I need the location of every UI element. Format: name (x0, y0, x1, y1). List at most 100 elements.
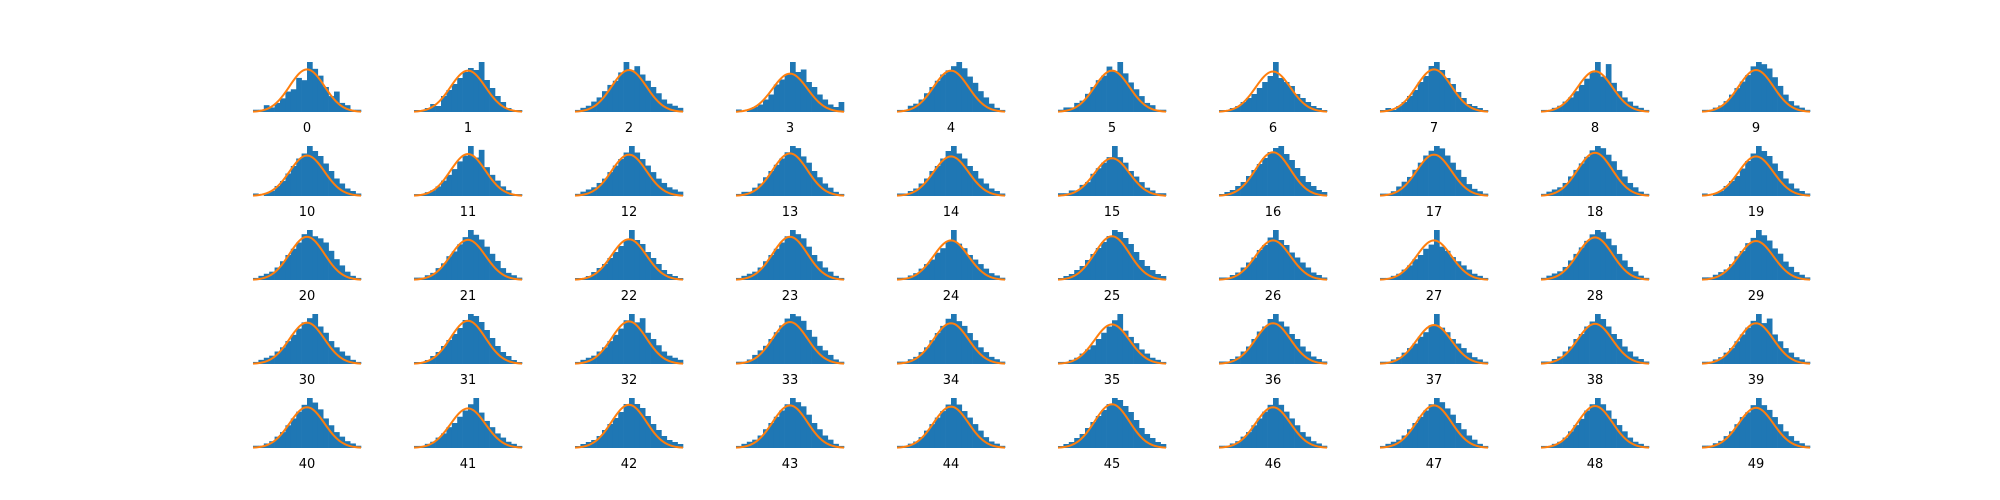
histogram-bar (1616, 169, 1623, 196)
histogram-bar (945, 151, 952, 196)
histogram-bar (317, 238, 324, 280)
histogram-bar (1578, 334, 1585, 364)
histogram-bar (1079, 434, 1086, 448)
histogram-bar (1240, 436, 1247, 448)
histogram-bar (1256, 418, 1263, 448)
histogram-bar (307, 62, 313, 112)
histogram-bar (811, 336, 818, 364)
histogram-bar (274, 351, 281, 364)
histogram-bar (1799, 443, 1805, 448)
histogram-bar (441, 263, 447, 280)
histogram-bar (473, 316, 480, 364)
histogram-bar (951, 146, 957, 196)
histogram-bar (956, 62, 963, 112)
histogram-bar (1616, 339, 1623, 364)
histogram-bar (1133, 252, 1140, 280)
histogram-bar (918, 183, 925, 196)
histogram-panel-39: 39 (1701, 314, 1811, 388)
histogram-bar (913, 188, 919, 196)
histogram-bar (1455, 343, 1462, 364)
histogram-bar (784, 236, 791, 280)
histogram-bar (940, 158, 946, 196)
histogram-bar (1122, 406, 1129, 448)
histogram-bar (334, 432, 340, 448)
histogram-bar (602, 264, 608, 280)
panel-label: 49 (1748, 457, 1765, 472)
histogram-bar (1407, 176, 1413, 196)
histogram-bar (1578, 163, 1585, 196)
histogram-bar (1095, 416, 1102, 448)
histogram-bar (1434, 398, 1440, 448)
normal-fit-curve (735, 404, 845, 449)
histogram-bar (1085, 428, 1091, 448)
histogram-bar (1729, 348, 1735, 364)
histogram-bar (822, 99, 829, 112)
histogram-bar (1262, 158, 1268, 196)
normal-fit-curve (413, 238, 523, 281)
histogram-bar (961, 68, 968, 112)
histogram-bar (1417, 162, 1424, 196)
histogram-bar (666, 103, 673, 112)
histogram-bar (1407, 348, 1413, 364)
normal-fit-curve (1379, 239, 1489, 281)
histogram-panel-31: 31 (413, 314, 523, 388)
histogram-bar (430, 356, 436, 364)
histogram-bar (1734, 176, 1741, 196)
histogram-bar (994, 359, 1000, 364)
histogram-bar (1562, 101, 1569, 112)
histogram-bar (1273, 230, 1279, 280)
histogram-bar (1718, 357, 1724, 364)
histogram-bar (1578, 247, 1585, 280)
histogram-bar (612, 418, 619, 448)
histogram-bar (629, 398, 635, 448)
histogram-bar (1723, 436, 1730, 448)
histogram-bar (779, 410, 785, 448)
histogram-bar (317, 156, 324, 196)
histogram-bar (1756, 230, 1762, 280)
histogram-bar (1750, 66, 1757, 112)
histogram-bar (1289, 160, 1295, 196)
panel-label: 29 (1748, 289, 1765, 304)
histogram-bar (918, 99, 925, 112)
histogram-bar (1423, 410, 1429, 448)
histogram-bar (1788, 266, 1795, 280)
histogram-bar (773, 332, 780, 364)
histogram-bar (1734, 88, 1741, 112)
histogram-bar (435, 186, 442, 196)
histogram-bar (1294, 425, 1301, 448)
histogram-bar (1262, 82, 1268, 112)
normal-fit-curve (1701, 155, 1811, 197)
panel-label: 44 (943, 457, 960, 472)
histogram-bar (1160, 444, 1167, 448)
histogram-bar (269, 271, 275, 280)
histogram-bar (1428, 150, 1435, 196)
histogram-bar (1273, 398, 1279, 448)
histogram-bar (350, 443, 356, 448)
histogram-bar (1766, 240, 1773, 280)
histogram-bar (328, 96, 335, 112)
histogram-bar (1106, 66, 1113, 112)
histogram-bar (811, 255, 818, 280)
histogram-bar (1112, 146, 1118, 196)
histogram-bar (752, 271, 758, 280)
histogram-bar (1407, 429, 1413, 448)
histogram-bar (757, 183, 764, 196)
histogram-bar (274, 267, 281, 280)
histogram-bar (1117, 314, 1124, 364)
histogram-bar (1562, 437, 1569, 448)
histogram-bar (972, 340, 979, 364)
histogram-bar (1573, 339, 1580, 364)
histogram-panel-30: 30 (252, 314, 362, 388)
panel-label: 25 (1104, 289, 1121, 304)
histogram-bar (1557, 356, 1563, 364)
normal-fit-curve (1057, 69, 1167, 113)
histogram-bar (967, 76, 973, 112)
histogram-bar (1589, 234, 1596, 280)
histogram-bar (307, 398, 313, 448)
histogram-bar (618, 72, 624, 112)
histogram-bar (1605, 326, 1612, 364)
histogram-bar (1235, 106, 1241, 112)
histogram-bar (489, 174, 496, 196)
histogram-bar (1739, 334, 1746, 364)
